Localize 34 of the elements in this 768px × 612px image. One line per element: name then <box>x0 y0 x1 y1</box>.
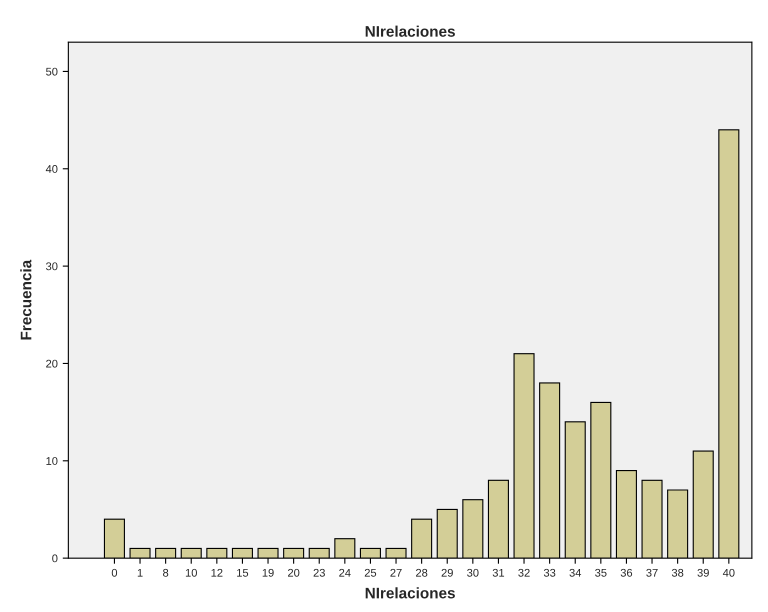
chart-title: NIrelaciones <box>366 26 455 37</box>
x-tick-label: 28 <box>416 568 428 577</box>
x-tick-label: 24 <box>339 568 351 577</box>
x-tick-label: 23 <box>314 568 325 577</box>
x-tick-label: 27 <box>390 568 402 577</box>
x-tick-label: 33 <box>544 568 556 577</box>
x-tick-label: 10 <box>186 568 197 577</box>
x-tick-label: 39 <box>697 568 709 577</box>
x-tick-label: 32 <box>518 568 530 577</box>
x-tick-label: 38 <box>672 568 684 577</box>
x-tick-label: 19 <box>262 568 274 577</box>
y-tick-label: 20 <box>46 360 58 368</box>
x-tick-label: 35 <box>595 568 607 577</box>
x-tick-label: 29 <box>442 568 453 577</box>
x-tick-label: 31 <box>492 568 504 577</box>
x-tick-label: 30 <box>467 568 479 577</box>
x-tick-label: 12 <box>212 568 222 577</box>
y-axis-title: Frecuencia <box>20 260 32 340</box>
y-tick-label: 40 <box>46 165 58 173</box>
x-tick-label: 37 <box>646 568 658 577</box>
x-tick-label: 25 <box>364 568 376 577</box>
x-tick-label: 20 <box>288 568 300 577</box>
x-tick-label: 36 <box>620 568 632 577</box>
x-tick-label: 1 <box>138 568 143 577</box>
y-tick-label: 50 <box>46 68 58 76</box>
x-tick-label: 0 <box>112 568 118 577</box>
x-tick-label: 34 <box>569 568 582 577</box>
x-axis-title: NIrelaciones <box>366 587 455 598</box>
x-tick-label: 40 <box>722 568 735 577</box>
x-tick-label: 8 <box>163 568 168 577</box>
y-tick-label: 10 <box>46 457 58 465</box>
x-tick-label: 15 <box>237 568 248 577</box>
y-tick-label: 30 <box>46 262 58 270</box>
y-tick-label: 0 <box>52 554 58 562</box>
